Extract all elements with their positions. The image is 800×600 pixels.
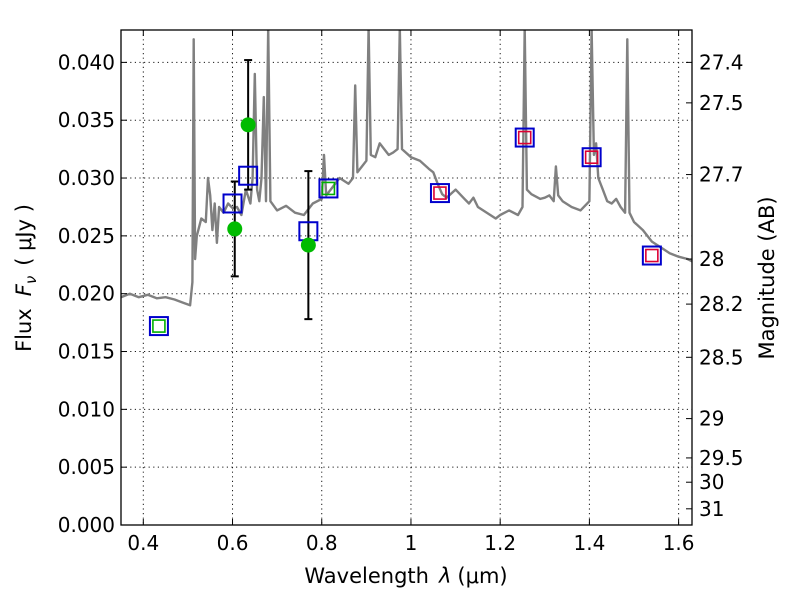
model-point-inner-box [433,186,447,200]
model-point-box [222,193,243,214]
y2-tick-label: 31 [699,497,724,521]
tick-marks [121,30,692,526]
y2-tick-label: 29 [699,407,724,431]
y2-tick-label: 28 [699,247,724,271]
x-tick-label: 1.2 [484,531,516,555]
x-tick-label: 0.6 [217,531,249,555]
y2-tick-label: 30 [699,470,724,494]
x-tick-label: 1.6 [663,531,695,555]
model-point-inner-box [645,248,659,263]
x-tick-labels: 0.4 0.6 0.8 1 1.2 1.4 1.6 [127,531,694,555]
y-tick-label: 0.030 [58,166,115,190]
y-axis-label: FluxFν( μJy ) [12,204,40,352]
model-point-inner-box [321,181,336,196]
observed-point [300,237,316,253]
x-tick-label: 0.4 [127,531,159,555]
model-point-box [429,183,450,204]
plot-frame [120,29,693,526]
y-tick-label: 0.010 [58,397,115,421]
model-point-inner-box [584,150,599,165]
model-point-inner-box [517,130,532,145]
y2-tick-label: 28.5 [699,345,744,369]
y2-tick-label: 28.2 [699,292,744,316]
y2-axis-label: Magnitude (AB) [755,196,779,359]
y2-tick-label: 27.4 [699,50,744,74]
model-point-box [318,178,339,199]
y-tick-label: 0.020 [58,282,115,306]
observed-point [240,117,256,133]
y-tick-label: 0.025 [58,224,115,248]
model-point-box [641,245,662,266]
model-spectrum-line [121,30,692,307]
observed-point [227,221,243,237]
grid-lines [121,30,692,526]
model-point-inner-box [152,319,166,333]
model-photometry-points [148,127,662,337]
model-point-box [148,316,169,337]
y-tick-label: 0.040 [58,50,115,74]
y2-tick-label: 29.5 [699,446,744,470]
y2-tick-label: 27.5 [699,91,744,115]
y-tick-label: 0.035 [58,108,115,132]
y-tick-label: 0.015 [58,340,115,364]
error-bars [230,59,313,321]
y2-tick-label: 27.7 [699,163,744,187]
model-point-box [514,127,535,148]
x-tick-label: 1.4 [573,531,605,555]
model-point-box [581,147,602,168]
x-axis-label: Wavelength λ (μm) [304,564,507,588]
y-tick-label: 0.005 [58,455,115,479]
y2-tick-labels: 27.4 27.5 27.7 28 28.2 28.5 29 29.530 31 [699,50,744,520]
y-tick-labels: 0.000 0.005 0.010 0.015 0.020 0.025 0.030 0.035… [58,50,115,537]
observed-photometry-points [227,117,316,253]
y-tick-label: 0.000 [58,513,115,537]
x-tick-label: 1 [405,531,418,555]
model-point-box [238,165,259,186]
x-tick-label: 0.8 [306,531,338,555]
